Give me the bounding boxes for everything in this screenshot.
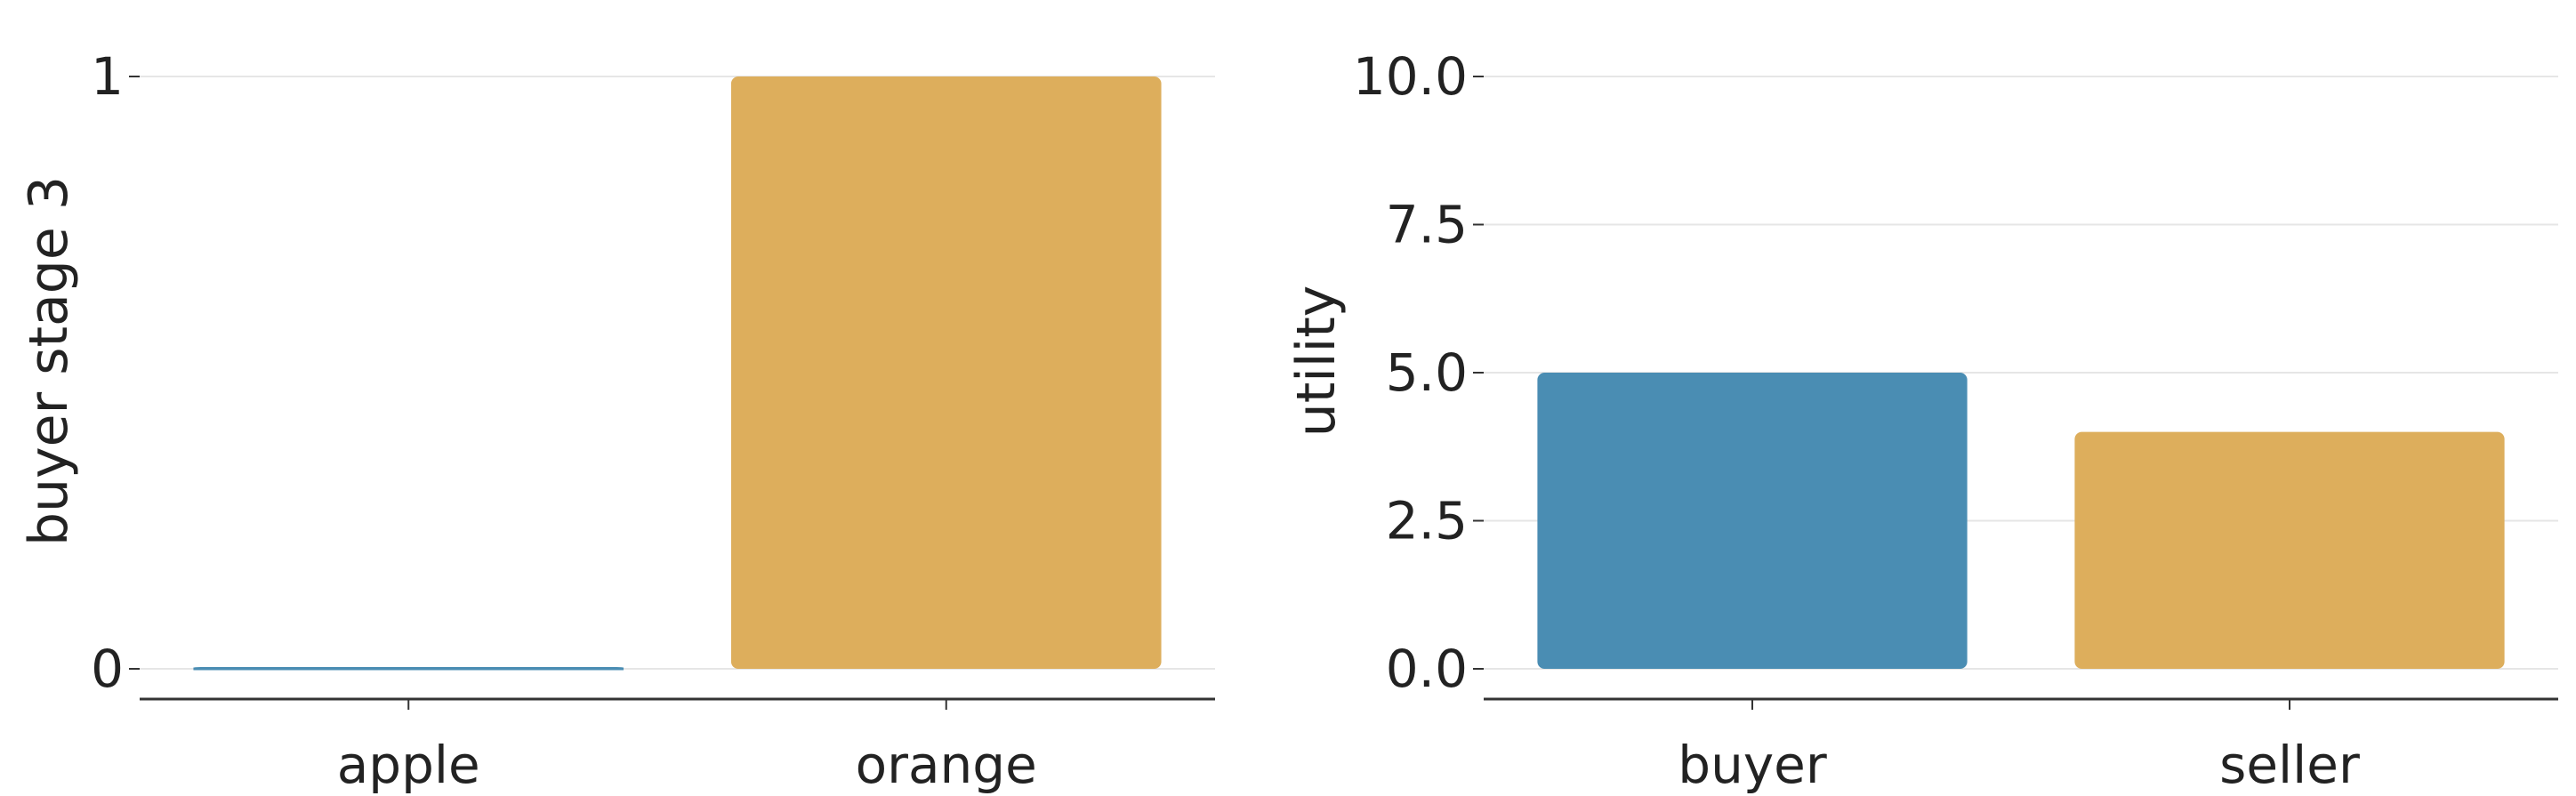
- y-tick-label: 0: [91, 639, 124, 699]
- y-tick-label: 10.0: [1353, 46, 1468, 107]
- y-tick-label: 0.0: [1386, 639, 1468, 699]
- y-axis-title: buyer stage 3: [18, 176, 80, 546]
- y-tick-label: 1: [91, 46, 124, 107]
- x-tick-label: seller: [2219, 735, 2360, 795]
- chart-panel-left: 0 1 apple orange buyer stage 3: [18, 46, 1215, 795]
- y-tick-label: 2.5: [1386, 491, 1468, 551]
- bar-seller: [2074, 431, 2505, 669]
- bar-buyer: [1537, 373, 1968, 669]
- x-tick-label: apple: [337, 735, 480, 795]
- y-axis-title: utility: [1285, 285, 1348, 438]
- x-tick-label: orange: [856, 735, 1037, 795]
- bar-orange: [730, 76, 1162, 669]
- y-tick-label: 5.0: [1386, 342, 1468, 403]
- y-tick-label: 7.5: [1386, 195, 1468, 255]
- x-tick-label: buyer: [1678, 735, 1827, 795]
- chart-panel-right: 0.0 2.5 5.0 7.5 10.0 buyer seller utility: [1285, 46, 2558, 795]
